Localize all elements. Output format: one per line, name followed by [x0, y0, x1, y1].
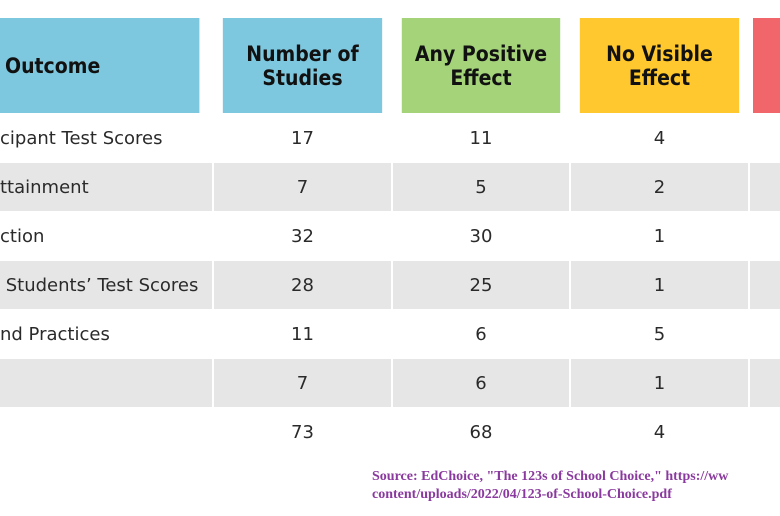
positive-effect-cell: 11	[469, 127, 493, 149]
outcome-cell	[0, 359, 212, 407]
positive-effect-cell: 6	[475, 372, 487, 394]
table-row: ttainment 7 5 2	[0, 163, 780, 211]
no-effect-cell: 4	[653, 421, 666, 443]
positive-effect-cell: 5	[475, 176, 487, 198]
table-row: Students’ Test Scores 28 25 1	[0, 261, 780, 309]
header-any-positive-effect-label: Any Positive Effect	[414, 41, 548, 90]
header-outcome: Outcome	[0, 18, 200, 113]
studies-cell: 17	[291, 127, 314, 149]
header-any-positive-effect: Any Positive Effect	[401, 18, 561, 113]
column-divider	[391, 359, 393, 407]
column-divider	[391, 163, 393, 211]
studies-cell: 7	[296, 176, 309, 198]
no-effect-cell: 1	[653, 225, 666, 247]
outcome-cell: ttainment	[0, 176, 89, 198]
column-divider	[212, 261, 214, 309]
source-line-1: Source: EdChoice, "The 123s of School Ch…	[372, 469, 729, 484]
outcome-cell: ction	[0, 225, 45, 247]
column-divider	[569, 163, 571, 211]
source-line-2: content/uploads/2022/04/123-of-School-Ch…	[372, 487, 672, 502]
no-effect-cell: 4	[653, 127, 666, 149]
studies-cell: 73	[291, 421, 314, 443]
column-divider	[748, 261, 750, 309]
column-divider	[748, 359, 750, 407]
column-divider	[569, 359, 571, 407]
header-no-visible-effect: No Visible Effect	[579, 18, 740, 113]
studies-cell: 28	[291, 274, 314, 296]
header-number-of-studies: Number of Studies	[222, 18, 383, 113]
positive-effect-cell: 30	[469, 225, 493, 247]
source-note: Source: EdChoice, "The 123s of School Ch…	[372, 468, 728, 504]
column-divider	[569, 261, 571, 309]
table-row: ction 32 30 1	[0, 212, 780, 260]
header-number-of-studies-label: Number of Studies	[246, 41, 359, 90]
table-row: 73 68 4	[0, 408, 780, 456]
no-effect-cell: 1	[653, 274, 666, 296]
positive-effect-cell: 6	[475, 323, 487, 345]
outcome-cell: cipant Test Scores	[0, 127, 163, 149]
column-divider	[748, 163, 750, 211]
no-effect-cell: 5	[653, 323, 666, 345]
outcome-cell	[0, 408, 212, 456]
positive-effect-cell: 25	[469, 274, 493, 296]
column-divider	[212, 163, 214, 211]
studies-cell: 11	[291, 323, 314, 345]
header-no-visible-effect-label: No Visible Effect	[606, 41, 713, 90]
positive-effect-cell: 68	[469, 421, 493, 443]
no-effect-cell: 1	[653, 372, 666, 394]
outcome-cell: nd Practices	[0, 323, 110, 345]
studies-cell: 32	[291, 225, 314, 247]
header-negative-effect	[753, 18, 780, 113]
table-row: cipant Test Scores 17 11 4	[0, 114, 780, 162]
column-divider	[391, 261, 393, 309]
studies-cell: 7	[296, 372, 309, 394]
column-divider	[212, 359, 214, 407]
table-row: nd Practices 11 6 5	[0, 310, 780, 358]
header-outcome-label: Outcome	[5, 53, 101, 78]
no-effect-cell: 2	[653, 176, 666, 198]
table-row: 7 6 1	[0, 359, 780, 407]
outcome-cell: Students’ Test Scores	[0, 274, 199, 296]
